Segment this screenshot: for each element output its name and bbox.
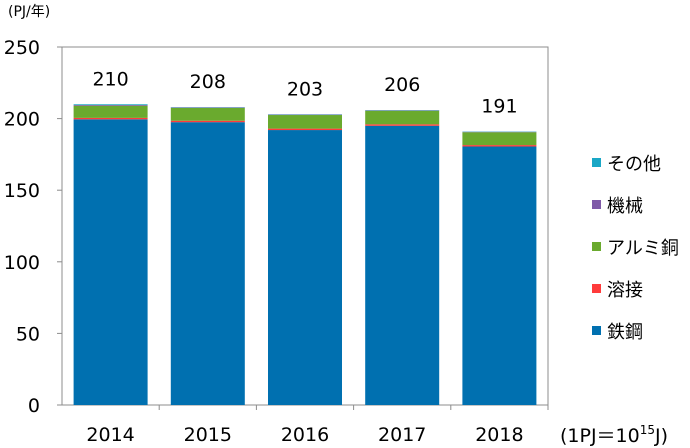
total-label: 210 — [92, 68, 128, 90]
y-tick-label: 0 — [28, 395, 40, 417]
bar-segment — [365, 110, 440, 125]
y-axis-unit: (PJ/年) — [8, 4, 50, 20]
bar-segment — [170, 120, 245, 123]
legend-label: その他 — [607, 154, 661, 175]
total-label: 208 — [190, 71, 226, 93]
legend-swatch — [592, 200, 601, 209]
legend-swatch — [592, 158, 601, 167]
bar-segment — [73, 119, 148, 405]
bar-segment — [365, 124, 440, 126]
y-tick-label: 200 — [4, 109, 40, 131]
x-tick-label: 2016 — [281, 424, 329, 446]
unit-note: (1PJ＝1015J) — [560, 423, 668, 447]
x-tick-label: 2014 — [86, 424, 134, 446]
legend-label: 機械 — [607, 196, 643, 217]
legend-label: 鉄鋼 — [607, 322, 643, 343]
unit-note-superscript: 15 — [640, 423, 655, 437]
legend-label: 溶接 — [607, 280, 643, 301]
x-tick-label: 2015 — [184, 424, 232, 446]
total-label: 191 — [481, 95, 517, 117]
bar-segment — [365, 125, 440, 405]
y-tick-label: 150 — [4, 180, 40, 202]
bar-segment — [73, 117, 148, 120]
bar-segment — [268, 130, 342, 405]
y-tick-label: 50 — [16, 323, 40, 345]
bar-segment — [462, 145, 537, 147]
bar-segment — [170, 107, 245, 121]
unit-note-main: (1PJ＝10 — [560, 425, 640, 447]
bar-segment — [73, 105, 148, 118]
bar-segment — [73, 104, 148, 106]
total-label: 203 — [287, 78, 323, 100]
bar-segment — [462, 132, 537, 146]
legend-swatch — [592, 242, 601, 251]
bar-segment — [268, 128, 342, 131]
unit-note-end: J) — [654, 425, 668, 447]
legend-label: アルミ銅 — [607, 238, 679, 259]
legend-swatch — [592, 326, 601, 335]
x-tick-label: 2018 — [475, 424, 523, 446]
bar-segment — [462, 146, 537, 406]
x-tick-label: 2017 — [378, 424, 426, 446]
legend-swatch — [592, 284, 601, 293]
bar-segment — [170, 122, 245, 406]
total-label: 206 — [384, 74, 420, 96]
bar-segment — [73, 104, 148, 105]
y-tick-label: 250 — [4, 37, 40, 59]
bar-segment — [268, 115, 342, 129]
y-tick-label: 100 — [4, 252, 40, 274]
plot-area: 0 50 100 150 200 250 2014 210 2015 208 2016 203 2017… — [4, 37, 549, 446]
